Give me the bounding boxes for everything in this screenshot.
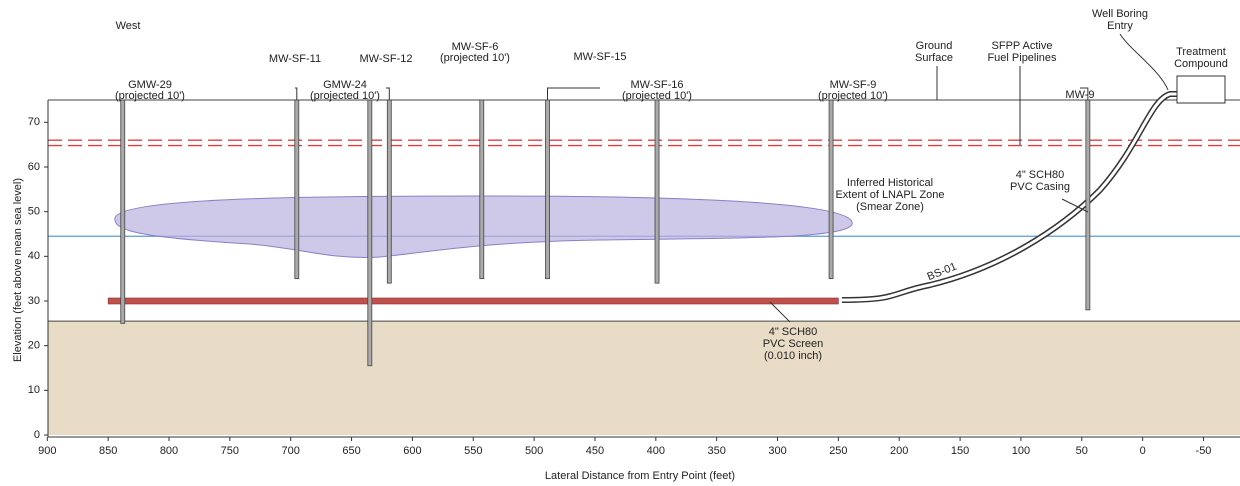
annotation: SFPP Active — [992, 40, 1053, 52]
annotation: Inferred Historical — [847, 177, 933, 189]
x-tick-label: 700 — [282, 445, 300, 457]
x-tick-label: 0 — [1140, 445, 1146, 457]
annotation: 4" SCH80 — [1016, 169, 1065, 181]
well-note: (projected 10') — [115, 90, 185, 102]
x-tick-label: 350 — [707, 445, 725, 457]
well-name: GMW-29 — [128, 79, 172, 91]
annotation: Surface — [915, 52, 953, 64]
annotation: PVC Casing — [1010, 181, 1070, 193]
foreground: 900 850 800 750 700 650 600 550 500 450 400 350 300 2… — [12, 8, 1240, 482]
leader — [295, 87, 298, 100]
annotation: (0.010 inch) — [764, 350, 822, 362]
x-tick-label: 800 — [160, 445, 178, 457]
well — [828, 99, 834, 280]
x-axis-label: Lateral Distance from Entry Point (feet) — [545, 470, 735, 482]
y-tick-label: 40 — [28, 250, 40, 262]
x-tick-label: 100 — [1012, 445, 1030, 457]
well — [386, 99, 392, 284]
x-tick-label: -50 — [1196, 445, 1212, 457]
annotation: PVC Screen — [763, 338, 824, 350]
annotation: Treatment — [1176, 46, 1226, 58]
well-note: (projected 10') — [622, 90, 692, 102]
annotation: Ground — [916, 40, 953, 52]
annotation: Fuel Pipelines — [987, 52, 1057, 64]
annotation: Compound — [1174, 58, 1228, 70]
x-tick-label: 750 — [221, 445, 239, 457]
y-tick-label: 50 — [28, 206, 40, 218]
leader — [769, 301, 791, 323]
well — [479, 99, 485, 280]
well-note: (projected 10') — [310, 90, 380, 102]
leader — [1080, 87, 1089, 100]
well-note: (projected 10') — [440, 52, 510, 64]
annotation: Extent of LNAPL Zone — [835, 189, 944, 201]
leader — [386, 87, 390, 100]
x-tick-label: 600 — [403, 445, 421, 457]
treatment-compound — [1176, 75, 1226, 104]
y-tick-label: 0 — [34, 429, 40, 441]
well-name: MW-SF-15 — [574, 51, 627, 63]
x-tick-label: 850 — [99, 445, 117, 457]
x-tick-label: 500 — [525, 445, 543, 457]
well — [545, 99, 550, 280]
well — [294, 99, 300, 280]
x-tick-label: 900 — [38, 445, 56, 457]
annotation: 4" SCH80 — [769, 326, 818, 338]
x-tick-label: 50 — [1076, 445, 1088, 457]
well-name: MW-SF-11 — [269, 53, 321, 65]
y-axis-label: Elevation (feet above mean sea level) — [12, 178, 24, 362]
leader — [1061, 198, 1089, 213]
well — [654, 99, 660, 284]
annotation: Well Boring — [1092, 8, 1148, 20]
x-tick-label: 150 — [951, 445, 969, 457]
x-tick-label: 250 — [829, 445, 847, 457]
annotation: West — [116, 20, 141, 32]
annotation: Entry — [1107, 20, 1133, 32]
x-tick-label: 200 — [890, 445, 908, 457]
well — [1085, 99, 1091, 311]
well-name: MW-9 — [1065, 89, 1094, 101]
native-soil — [48, 321, 1240, 435]
well — [367, 99, 373, 367]
x-tick-label: 300 — [768, 445, 786, 457]
well-name: GMW-24 — [323, 79, 367, 91]
y-tick-label: 10 — [28, 384, 40, 396]
well — [120, 99, 126, 324]
leader — [547, 87, 600, 100]
leader — [1119, 33, 1169, 91]
well-name: MW-SF-6 — [452, 41, 499, 53]
well-name: MW-SF-12 — [360, 53, 413, 65]
y-tick-label: 70 — [28, 116, 40, 128]
well-name: MW-SF-9 — [830, 79, 877, 91]
casing — [841, 92, 1178, 302]
x-tick-label: 550 — [464, 445, 482, 457]
y-tick-label: 60 — [28, 161, 40, 173]
x-tick-label: 400 — [647, 445, 665, 457]
y-tick-label: 30 — [28, 295, 40, 307]
background — [48, 99, 1240, 435]
annotation: (Smear Zone) — [856, 201, 924, 213]
x-tick-label: 450 — [586, 445, 604, 457]
x-tick-label: 650 — [342, 445, 360, 457]
well-name: MW-SF-16 — [631, 79, 684, 91]
well-note: (projected 10') — [818, 90, 888, 102]
y-tick-label: 20 — [28, 340, 40, 352]
pvc-screen — [107, 297, 839, 305]
